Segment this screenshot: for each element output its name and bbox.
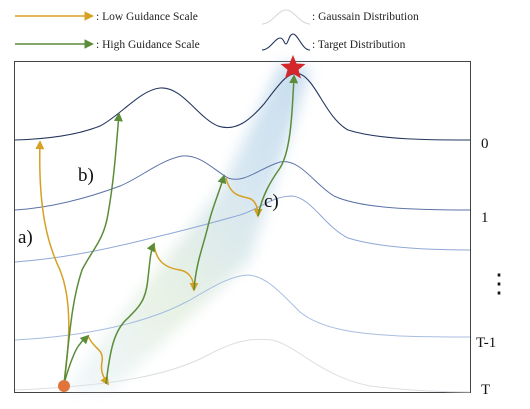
curve-t [14, 338, 471, 393]
low-guidance-legend-label: : Low Guidance Scale [96, 11, 198, 23]
high-guidance-arrow-lower [105, 242, 155, 385]
curve-2 [14, 155, 471, 211]
timestep-t-minus-1: T-1 [476, 335, 496, 351]
label-c: c) [264, 191, 279, 212]
target-legend-icon [261, 33, 311, 51]
curve-0-target [14, 72, 471, 141]
target-legend-label: : Target Distribution [312, 39, 406, 51]
timestep-1: 1 [481, 210, 489, 226]
high-guidance-arrow-top [257, 74, 299, 217]
timestep-t: T [481, 382, 490, 398]
timestep-0: 0 [481, 136, 489, 152]
high-guidance-arrow-small [63, 334, 90, 385]
label-a: a) [18, 227, 33, 248]
low-guidance-arrow-bottom [87, 335, 109, 386]
distribution-curves [14, 72, 471, 393]
timestep-ellipsis: ⋮ [486, 269, 512, 298]
high-guidance-arrow-b [63, 112, 123, 385]
gaussian-legend-icon [261, 9, 311, 25]
high-guidance-trajectories [63, 74, 299, 385]
low-guidance-arrow-c [225, 177, 263, 218]
low-guidance-arrow-mid [153, 243, 199, 292]
legend: : Low Guidance Scale : High Guidance Sca… [15, 9, 419, 51]
high-guidance-arrow-middle [193, 174, 227, 291]
low-guidance-arrow-a [35, 140, 70, 385]
start-point-icon [58, 380, 70, 392]
gaussian-legend-label: : Gaussain Distribution [312, 11, 419, 23]
plot-frame [14, 61, 471, 393]
trajectory-glow [62, 62, 310, 392]
curve-t-minus-1 [14, 274, 471, 341]
high-guidance-legend-label: : High Guidance Scale [96, 39, 200, 51]
curve-1 [14, 195, 471, 263]
timestep-labels: 0 1 ⋮ T-1 T [476, 136, 512, 398]
label-b: b) [78, 165, 94, 186]
target-star-icon [280, 55, 306, 79]
